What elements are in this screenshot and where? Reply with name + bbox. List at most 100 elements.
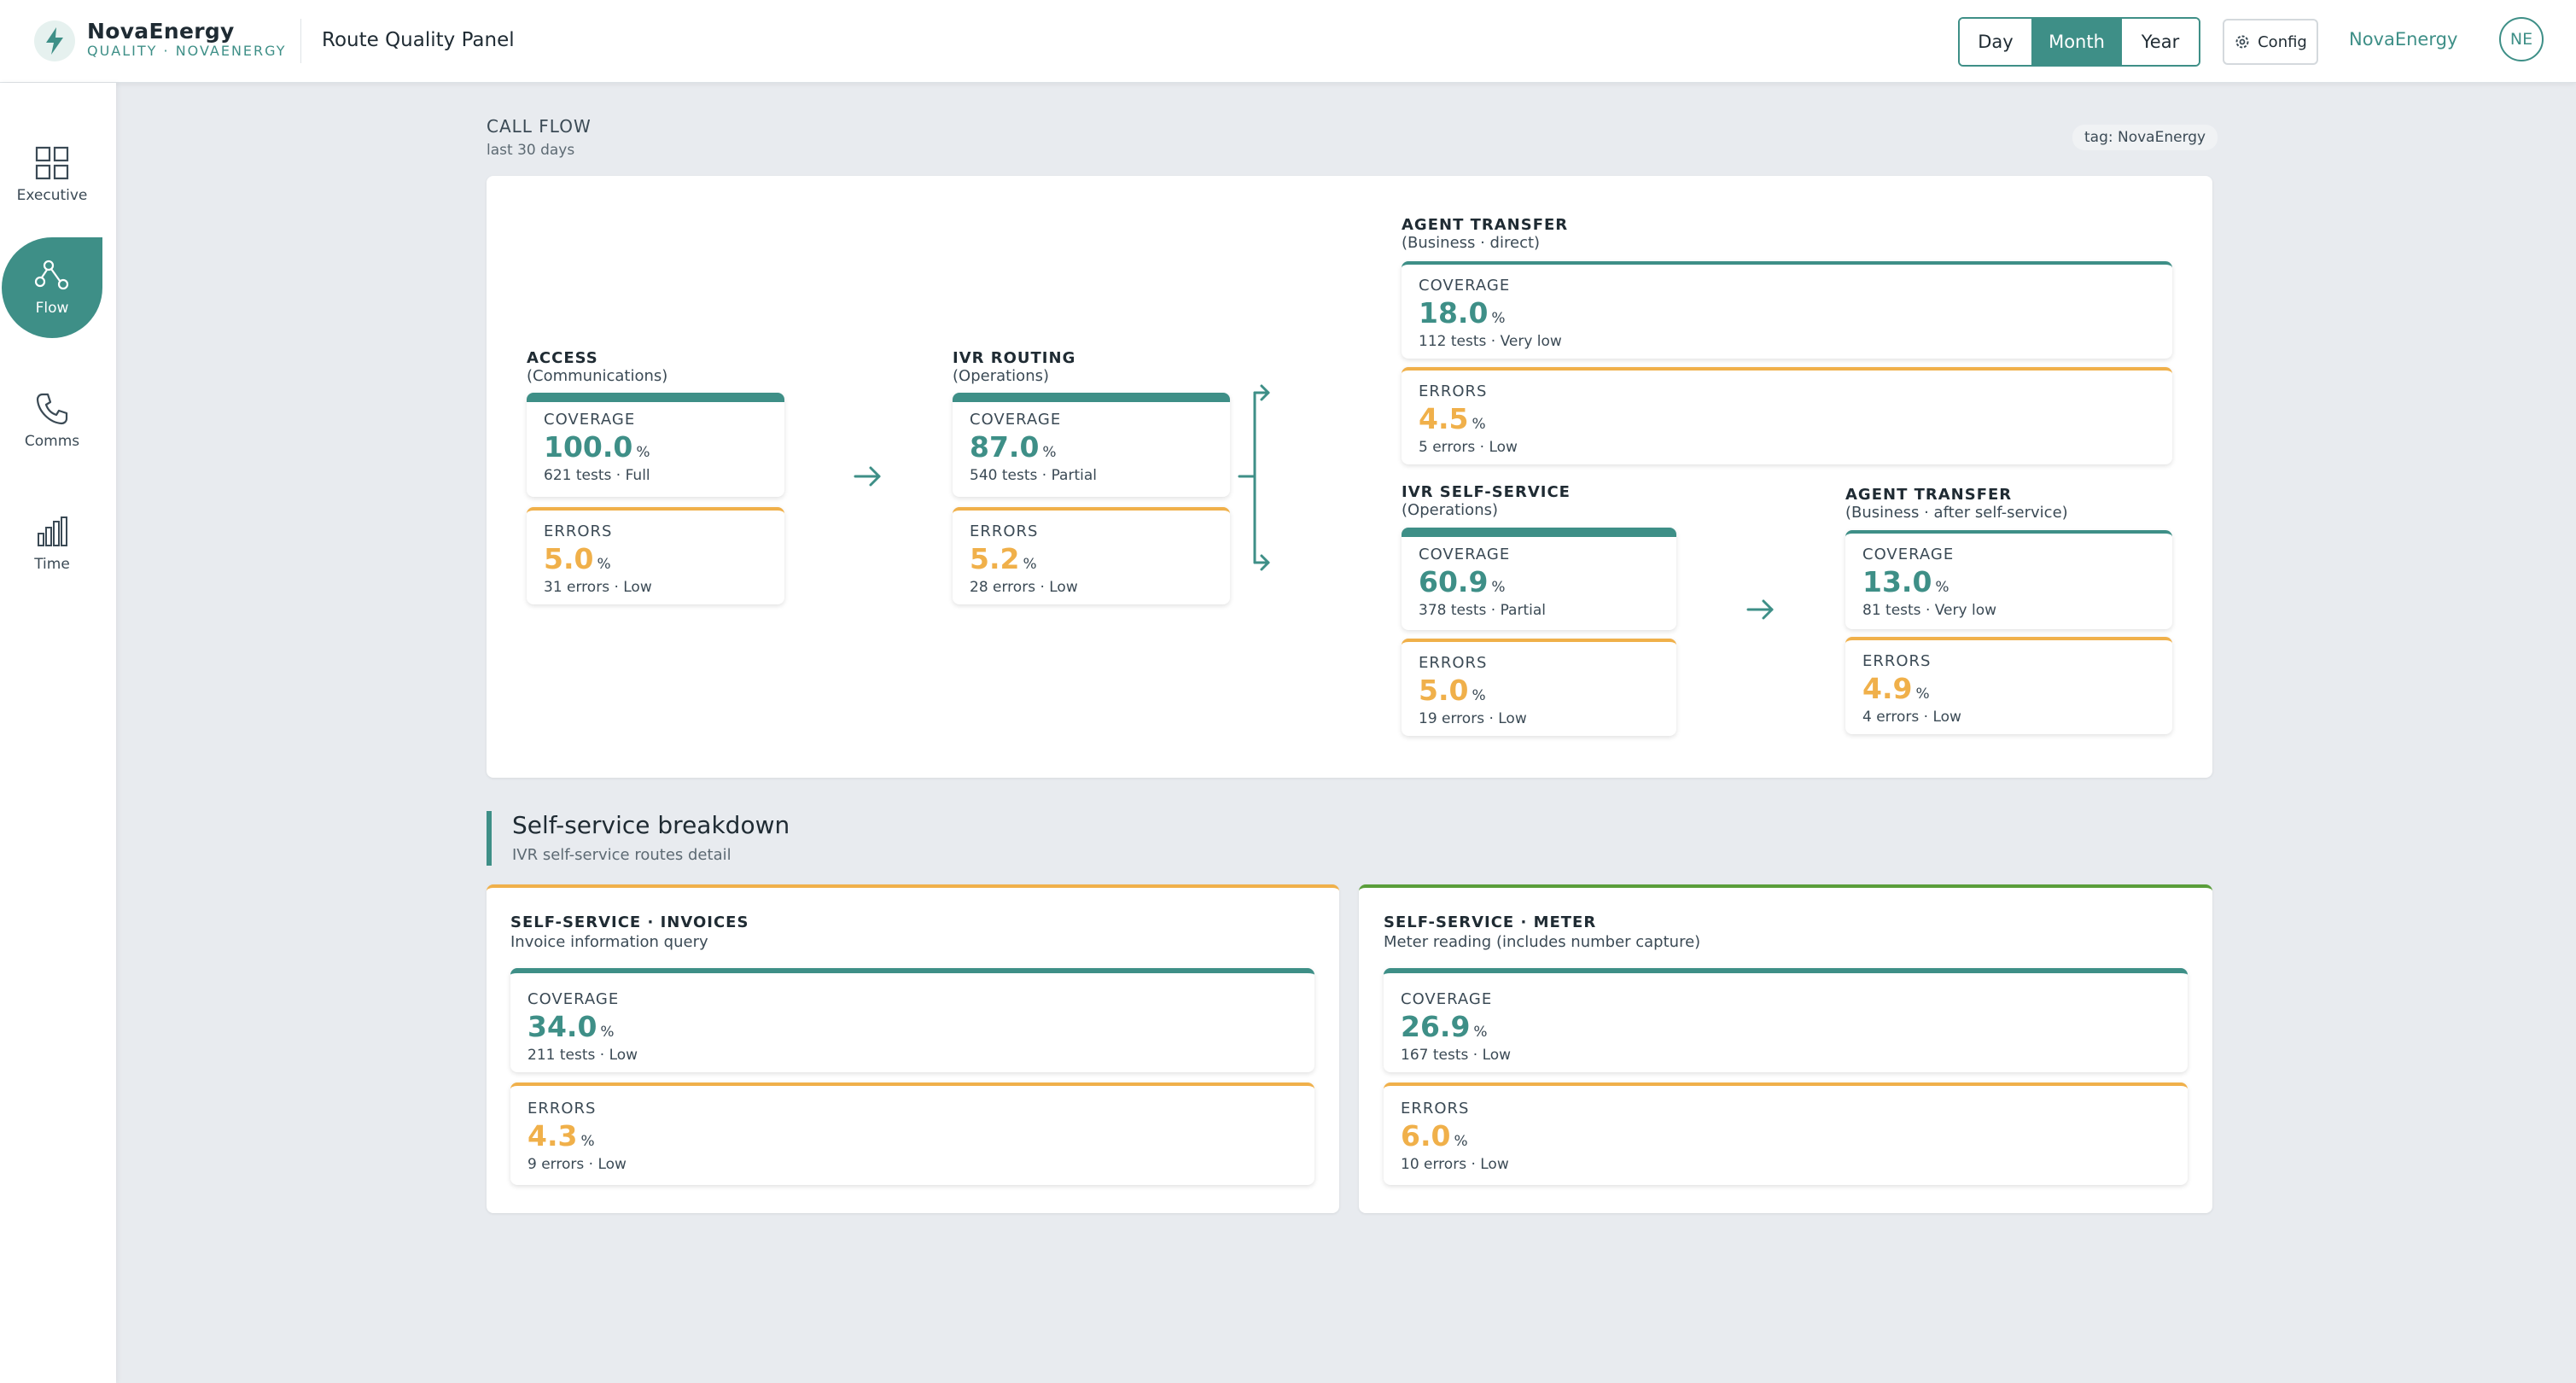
config-label: Config [2258, 32, 2307, 51]
errors-value: 5.2 [970, 542, 1020, 575]
unit: % [1472, 687, 1486, 704]
card-value: 13.0% [1862, 565, 2155, 598]
errors-card-agent-transfer-after[interactable]: ERRORS 4.9% 4 errors · Low [1845, 637, 2172, 734]
user-name-link[interactable]: NovaEnergy [2349, 29, 2458, 50]
period-toggle: Day Month Year [1958, 17, 2200, 67]
node-subtitle-access: (Communications) [527, 367, 668, 385]
header-divider [300, 19, 301, 63]
card-detail: 112 tests · Very low [1419, 333, 1562, 350]
errors-card-ivr-self-service[interactable]: ERRORS 5.0% 19 errors · Low [1402, 639, 1676, 736]
card-detail: 4 errors · Low [1862, 709, 1961, 726]
card-label: ERRORS [1862, 652, 1932, 670]
sidebar-item-comms[interactable]: Comms [2, 371, 102, 471]
breakdown-title: Self-service breakdown [512, 811, 790, 839]
grid-icon [35, 146, 69, 180]
card-value: 5.0% [544, 542, 767, 575]
breakdown-subtitle: IVR self-service routes detail [512, 846, 731, 864]
card-label: COVERAGE [1401, 990, 1493, 1008]
period-year-button[interactable]: Year [2122, 19, 2199, 65]
breakdown-header: Self-service breakdown IVR self-service … [487, 811, 790, 866]
sidebar-item-label: Flow [35, 300, 69, 317]
coverage-card-agent-transfer-direct[interactable]: COVERAGE 18.0% 112 tests · Very low [1402, 261, 2172, 359]
card-detail: 28 errors · Low [970, 579, 1078, 596]
errors-value: 5.0 [544, 542, 594, 575]
coverage-card-ivr-self-service[interactable]: COVERAGE 60.9% 378 tests · Partial [1402, 528, 1676, 630]
coverage-value: 100.0 [544, 430, 633, 464]
errors-card-ivr-routing[interactable]: ERRORS 5.2% 28 errors · Low [953, 507, 1230, 604]
coverage-card-access[interactable]: COVERAGE 100.0% 621 tests · Full [527, 393, 784, 497]
unit: % [600, 1024, 615, 1041]
unit: % [636, 444, 650, 461]
period-month-button[interactable]: Month [2031, 19, 2122, 65]
card-label: COVERAGE [1419, 277, 1511, 295]
sidebar-item-executive[interactable]: Executive [2, 125, 102, 225]
unit: % [1491, 310, 1506, 327]
node-title-ivr-self-service: IVR SELF-SERVICE [1402, 483, 1571, 501]
errors-card-access[interactable]: ERRORS 5.0% 31 errors · Low [527, 507, 784, 604]
unit: % [1935, 579, 1949, 596]
card-detail: 81 tests · Very low [1862, 602, 1997, 619]
coverage-value: 26.9 [1401, 1010, 1471, 1043]
node-title-ivr-routing: IVR ROUTING [953, 349, 1076, 367]
top-bar: NovaEnergy QUALITY · NOVAENERGY Route Qu… [0, 0, 2576, 83]
unit: % [1491, 579, 1506, 596]
gear-icon [2235, 35, 2249, 49]
meter-subtitle: Meter reading (includes number capture) [1384, 933, 1701, 951]
coverage-card-ivr-routing[interactable]: COVERAGE 87.0% 540 tests · Partial [953, 393, 1230, 497]
sidebar-item-flow[interactable]: Flow [2, 237, 102, 338]
card-value: 5.2% [970, 542, 1213, 575]
unit: % [1023, 556, 1037, 573]
node-subtitle-ivr-routing: (Operations) [953, 367, 1050, 385]
card-detail: 378 tests · Partial [1419, 602, 1546, 619]
card-label: COVERAGE [1419, 546, 1511, 563]
errors-card-invoices[interactable]: ERRORS 4.3% 9 errors · Low [510, 1082, 1314, 1185]
sidebar-item-label: Time [34, 556, 70, 573]
coverage-value: 18.0 [1419, 296, 1489, 330]
unit: % [1454, 1133, 1468, 1150]
avatar[interactable]: NE [2499, 17, 2544, 61]
logo[interactable] [34, 20, 75, 61]
card-detail: 19 errors · Low [1419, 710, 1527, 727]
unit: % [597, 556, 611, 573]
unit: % [1042, 444, 1057, 461]
card-value: 18.0% [1419, 296, 2155, 330]
coverage-card-meter[interactable]: COVERAGE 26.9% 167 tests · Low [1384, 968, 2188, 1072]
arrow-right-icon [854, 466, 881, 487]
errors-value: 4.3 [527, 1119, 578, 1152]
phone-icon [36, 393, 68, 425]
coverage-value: 60.9 [1419, 565, 1489, 598]
node-subtitle-ivr-self-service: (Operations) [1402, 501, 1499, 519]
card-value: 4.5% [1419, 402, 2155, 435]
card-value: 6.0% [1401, 1119, 2171, 1152]
errors-card-agent-transfer-direct[interactable]: ERRORS 4.5% 5 errors · Low [1402, 367, 2172, 464]
card-detail: 9 errors · Low [527, 1156, 627, 1173]
tag-badge: tag: NovaEnergy [2072, 125, 2218, 150]
bar-chart-icon [38, 516, 67, 546]
card-value: 26.9% [1401, 1010, 2171, 1043]
card-value: 5.0% [1419, 674, 1659, 707]
config-button[interactable]: Config [2223, 19, 2318, 65]
coverage-value: 13.0 [1862, 565, 1932, 598]
card-label: ERRORS [1419, 654, 1488, 672]
card-label: ERRORS [544, 522, 613, 540]
card-value: 100.0% [544, 430, 767, 464]
errors-value: 5.0 [1419, 674, 1469, 707]
sidebar-item-label: Comms [24, 433, 80, 450]
unit: % [580, 1133, 595, 1150]
invoices-title: SELF-SERVICE · INVOICES [510, 913, 749, 931]
errors-value: 6.0 [1401, 1119, 1451, 1152]
card-detail: 621 tests · Full [544, 467, 650, 484]
card-value: 87.0% [970, 430, 1213, 464]
period-day-button[interactable]: Day [1960, 19, 2031, 65]
coverage-card-invoices[interactable]: COVERAGE 34.0% 211 tests · Low [510, 968, 1314, 1072]
errors-card-meter[interactable]: ERRORS 6.0% 10 errors · Low [1384, 1082, 2188, 1185]
sidebar-item-time[interactable]: Time [2, 493, 102, 594]
flow-icon [34, 260, 69, 290]
card-label: COVERAGE [1862, 546, 1955, 563]
sidebar: Executive Flow Comms Time [0, 83, 116, 1383]
card-value: 60.9% [1419, 565, 1659, 598]
coverage-card-agent-transfer-after[interactable]: COVERAGE 13.0% 81 tests · Very low [1845, 530, 2172, 629]
coverage-value: 87.0 [970, 430, 1040, 464]
card-detail: 10 errors · Low [1401, 1156, 1509, 1173]
